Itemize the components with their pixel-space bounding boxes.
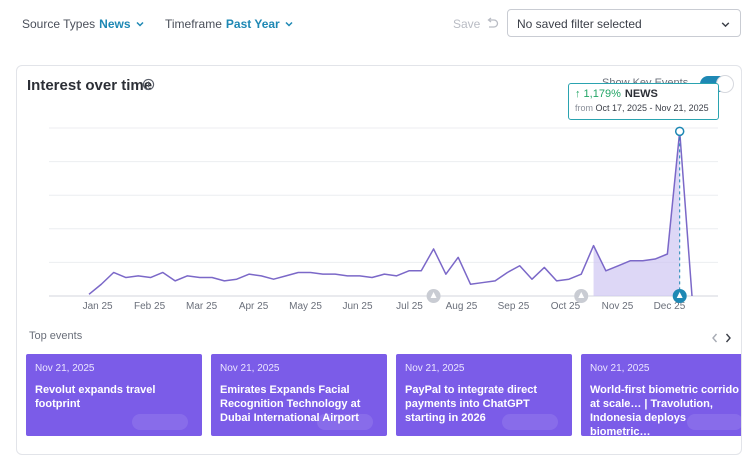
chevron-down-icon	[135, 21, 144, 27]
series-line	[88, 130, 693, 297]
interest-over-time-card: Jan 25 Feb 25 Mar 25 Apr 25 May 25 Jun 25 Jul …	[16, 65, 742, 455]
filter-bar: Source Types News Timeframe Past Year Sa…	[0, 0, 756, 50]
event-decoration	[687, 414, 741, 430]
x-tick-label: Jul 25	[396, 301, 423, 312]
timeframe-filter[interactable]: Timeframe Past Year	[165, 17, 294, 31]
event-card[interactable]: Nov 21, 2025 Revolut expands travel foot…	[26, 354, 202, 436]
timeframe-label: Timeframe	[165, 17, 222, 31]
source-types-filter[interactable]: Source Types News	[22, 17, 145, 31]
event-title: Emirates Expands Facial Recognition Tech…	[220, 384, 361, 424]
peak-point	[674, 126, 685, 137]
info-icon[interactable]	[142, 78, 155, 91]
card-title: Interest over time	[27, 77, 153, 94]
highlight-area	[593, 131, 680, 296]
source-types-label: Source Types	[22, 17, 96, 31]
event-card[interactable]: Nov 21, 2025 PayPal to integrate direct …	[396, 354, 572, 436]
event-decoration	[502, 414, 558, 430]
event-date: Nov 21, 2025	[35, 363, 95, 374]
event-card[interactable]: Nov 21, 2025 World-first biometric corri…	[581, 354, 741, 436]
event-card[interactable]: Nov 21, 2025 Emirates Expands Facial Rec…	[211, 354, 387, 436]
x-tick-label: Nov 25	[602, 301, 634, 312]
event-decoration	[317, 414, 373, 430]
x-tick-label: Jan 25	[83, 301, 113, 312]
saved-filter-select[interactable]: No saved filter selected	[507, 9, 741, 37]
event-decoration	[132, 414, 188, 430]
event-date: Nov 21, 2025	[405, 363, 465, 374]
event-date: Nov 21, 2025	[590, 363, 650, 374]
x-tick-label: Mar 25	[186, 301, 218, 312]
x-tick-label: Aug 25	[446, 301, 478, 312]
chevron-left-icon[interactable]	[710, 332, 720, 344]
bell-icon	[676, 292, 683, 298]
event-date: Nov 21, 2025	[220, 363, 280, 374]
chevron-down-icon	[285, 21, 293, 27]
bell-icon	[578, 292, 585, 298]
bell-icon	[430, 292, 437, 298]
x-tick-label: Dec 25	[654, 301, 686, 312]
x-tick-label: Jun 25	[343, 301, 373, 312]
timeframe-value: Past Year	[225, 17, 280, 31]
interest-chart: Jan 25 Feb 25 Mar 25 Apr 25 May 25 Jun 25 Jul …	[49, 126, 718, 312]
top-events-title: Top events	[29, 330, 83, 342]
chevron-right-icon[interactable]	[723, 332, 733, 344]
x-tick-label: Feb 25	[134, 301, 166, 312]
event-title: PayPal to integrate direct payments into…	[405, 384, 538, 424]
x-tick-label: Apr 25	[239, 301, 269, 312]
undo-icon[interactable]	[485, 16, 499, 30]
event-title: Revolut expands travel footprint	[35, 384, 156, 410]
tooltip-range: Oct 17, 2025 - Nov 21, 2025	[595, 103, 709, 113]
tooltip-from-label: from	[575, 103, 593, 113]
chevron-down-icon	[721, 22, 730, 28]
x-tick-label: Oct 25	[551, 301, 581, 312]
x-tick-label: Sep 25	[498, 301, 530, 312]
save-button[interactable]: Save	[453, 17, 481, 31]
event-title: World-first biometric corrido at scale… …	[590, 384, 739, 436]
tooltip-series: NEWS	[624, 88, 658, 100]
tooltip-change: ↑ 1,179%	[575, 88, 621, 100]
source-types-value: News	[99, 17, 131, 31]
saved-filter-placeholder: No saved filter selected	[517, 17, 642, 31]
x-tick-label: May 25	[289, 301, 322, 312]
top-events-list: Nov 21, 2025 Revolut expands travel foot…	[26, 354, 741, 436]
chart-tooltip: ↑ 1,179% NEWS from Oct 17, 2025 - Nov 21…	[568, 83, 719, 120]
